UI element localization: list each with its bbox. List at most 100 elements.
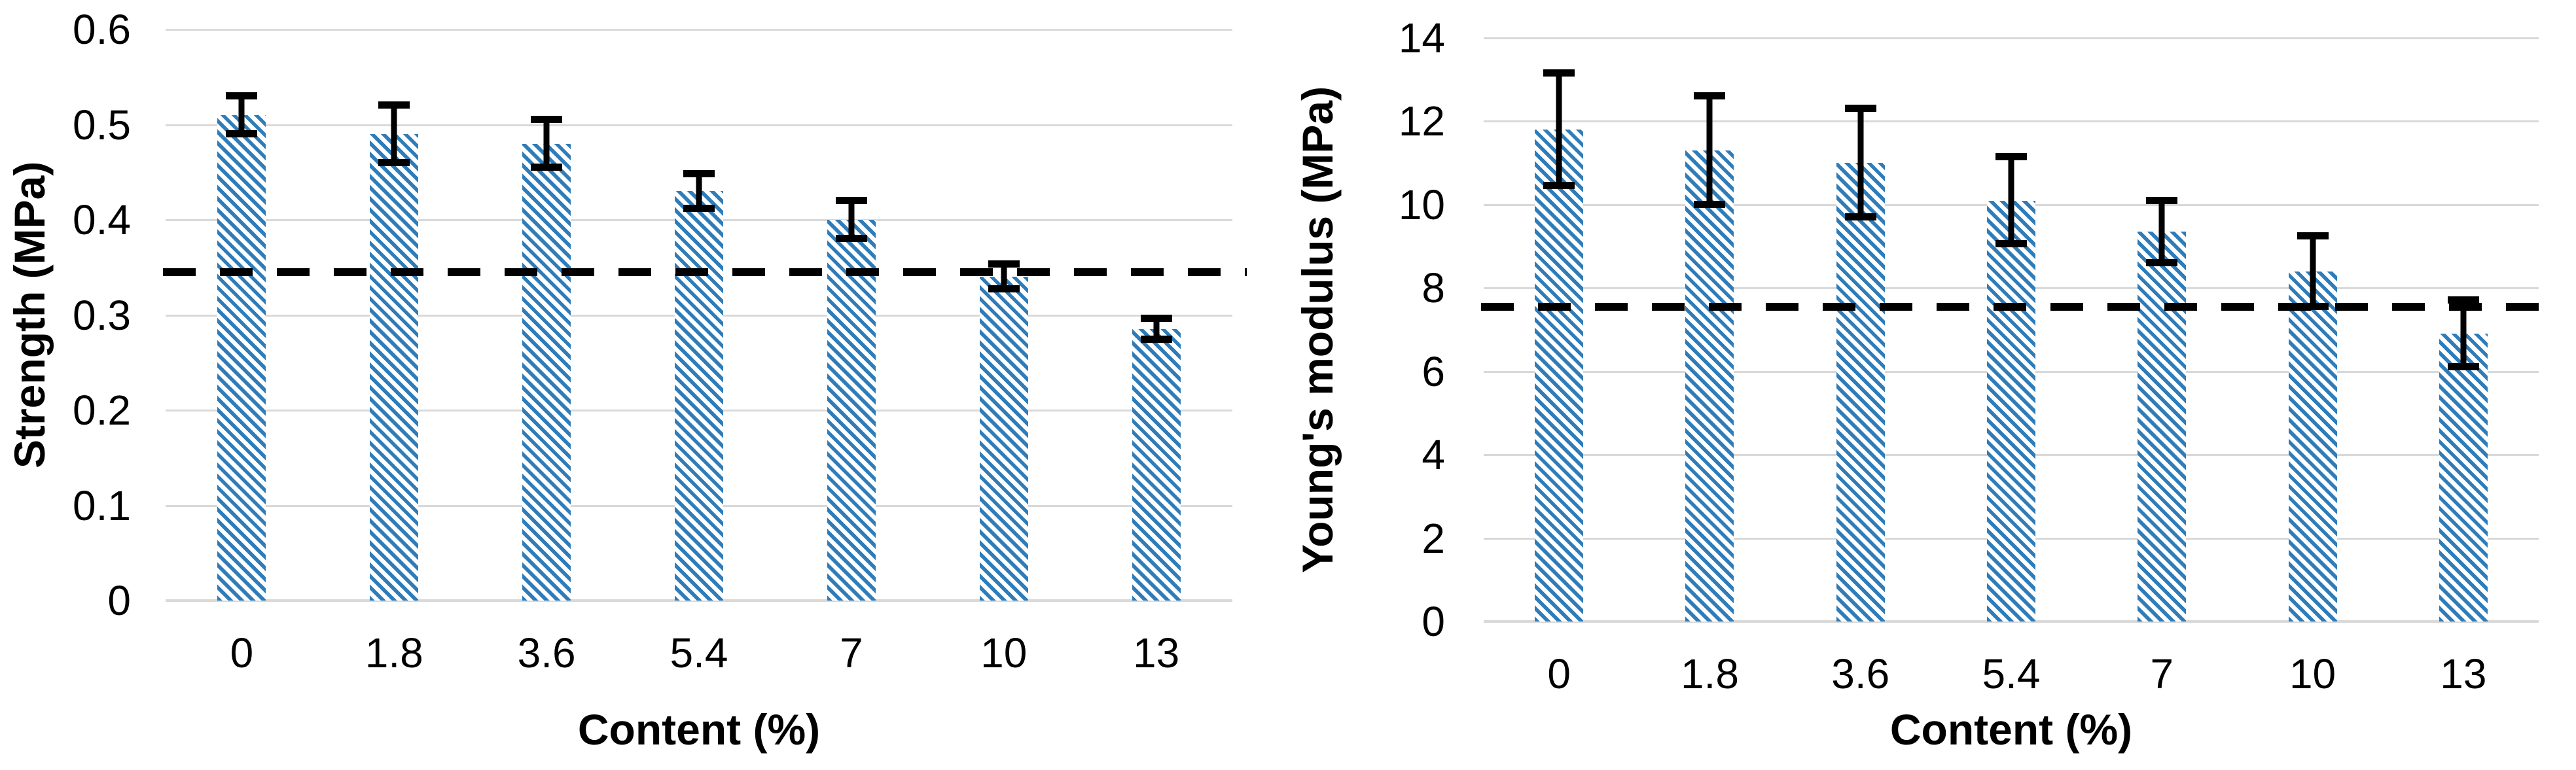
- bar-slot: [775, 29, 927, 601]
- bar-slot: [2086, 38, 2237, 621]
- gridline: [1484, 37, 2539, 39]
- error-bar-cap: [1844, 105, 1876, 113]
- error-bar: [1706, 96, 1713, 205]
- plot-area: [1481, 37, 2553, 623]
- bar: [827, 220, 876, 601]
- gridline: [166, 29, 1232, 31]
- bars-container: [1484, 38, 2539, 621]
- error-bar-cap: [988, 260, 1020, 268]
- y-tick-label: 6: [1422, 347, 1445, 395]
- bar: [2138, 232, 2187, 621]
- bar-slot: [2237, 38, 2388, 621]
- gridline: [166, 599, 1232, 602]
- x-tick-label: 7: [2150, 650, 2174, 697]
- bar-slot: [623, 29, 776, 601]
- error-bar-cap: [2297, 232, 2329, 239]
- y-tick-label: 0.5: [73, 101, 131, 149]
- bar: [1836, 163, 1885, 621]
- y-axis-tick-labels: 0 0.1 0.2 0.3 0.4 0.5 0.6: [0, 9, 131, 621]
- x-tick-label: 13: [2440, 650, 2487, 697]
- error-bar: [2158, 200, 2165, 264]
- error-bar-cap: [988, 285, 1020, 293]
- dashed-reference-line: [1481, 302, 2553, 311]
- x-tick-label: 0: [1547, 650, 1571, 697]
- y-tick-label: 12: [1398, 97, 1445, 145]
- bar: [2288, 271, 2337, 621]
- bar: [1986, 200, 2035, 621]
- error-bar-cap: [378, 158, 410, 166]
- bar: [2439, 334, 2488, 621]
- error-bar: [848, 200, 855, 239]
- x-tick-label: 5.4: [1982, 650, 2041, 697]
- error-bar-cap: [1995, 240, 2027, 248]
- error-bar: [1556, 73, 1562, 186]
- error-bar-cap: [226, 92, 258, 99]
- plot-area: [163, 29, 1247, 602]
- bar-slot: [1484, 38, 1634, 621]
- error-bar-cap: [531, 163, 563, 171]
- x-axis-tick-labels: 0 1.8 3.6 5.4 7 10 13: [166, 632, 1232, 674]
- y-axis-tick-labels: 0 2 4 6 8 10 12 14: [1288, 17, 1445, 642]
- error-bar-cap: [1995, 152, 2027, 160]
- bar: [217, 114, 266, 601]
- y-tick-label: 0.4: [73, 196, 131, 244]
- error-bar-cap: [2146, 259, 2178, 267]
- y-tick-label: 0.3: [73, 291, 131, 339]
- x-tick-label: 7: [840, 629, 863, 676]
- x-axis-title: Content (%): [577, 705, 821, 754]
- y-tick-label: 14: [1398, 14, 1445, 61]
- bar: [979, 277, 1028, 601]
- gridline: [166, 124, 1232, 126]
- error-bar-cap: [1844, 213, 1876, 220]
- bar: [675, 191, 723, 601]
- y-tick-label: 4: [1422, 431, 1445, 479]
- y-tick-label: 2: [1422, 514, 1445, 562]
- error-bar: [238, 96, 245, 135]
- error-bar: [543, 120, 550, 167]
- error-bar-cap: [226, 130, 258, 138]
- error-bar: [696, 174, 702, 209]
- x-tick-label: 3.6: [517, 629, 576, 676]
- error-bar-cap: [378, 101, 410, 109]
- error-bar-cap: [683, 204, 715, 212]
- bar-slot: [927, 29, 1080, 601]
- y-tick-label: 10: [1398, 181, 1445, 228]
- bar: [1535, 130, 1584, 621]
- error-bar-cap: [1694, 200, 1726, 208]
- bar-slot: [1634, 38, 1785, 621]
- error-bar: [1001, 264, 1007, 290]
- bar-slot: [1936, 38, 2086, 621]
- error-bar-cap: [1140, 336, 1172, 343]
- error-bar: [391, 105, 397, 163]
- x-tick-label: 1.8: [365, 629, 423, 676]
- error-bar-cap: [2447, 363, 2479, 371]
- bar: [522, 143, 571, 601]
- gridline: [1484, 620, 2539, 623]
- bar: [1132, 329, 1181, 601]
- error-bar-cap: [1694, 92, 1726, 100]
- y-tick-label: 8: [1422, 264, 1445, 312]
- error-bar-cap: [531, 116, 563, 124]
- y-tick-label: 0.2: [73, 387, 131, 434]
- error-bar-cap: [683, 170, 715, 178]
- error-bar: [2310, 236, 2316, 307]
- bar-slot: [166, 29, 318, 601]
- x-tick-label: 10: [980, 629, 1028, 676]
- bar: [370, 134, 419, 601]
- x-tick-label: 1.8: [1680, 650, 1739, 697]
- error-bar-cap: [1543, 69, 1575, 77]
- error-bar-cap: [835, 196, 867, 204]
- x-axis-title: Content (%): [1889, 705, 2133, 754]
- error-bar-cap: [2447, 296, 2479, 304]
- youngs-modulus-chart: Young's modulus (MPa) 0 2 4 6 8 10 12 14 0 1.8 3.…: [1288, 0, 2576, 770]
- x-tick-label: 5.4: [670, 629, 728, 676]
- error-bar-cap: [2146, 196, 2178, 204]
- y-tick-label: 0: [107, 577, 131, 624]
- x-tick-label: 10: [2289, 650, 2336, 697]
- x-tick-label: 3.6: [1831, 650, 1890, 697]
- y-tick-label: 0.6: [73, 6, 131, 53]
- bar-slot: [2388, 38, 2539, 621]
- bar-slot: [471, 29, 623, 601]
- error-bar-cap: [835, 235, 867, 243]
